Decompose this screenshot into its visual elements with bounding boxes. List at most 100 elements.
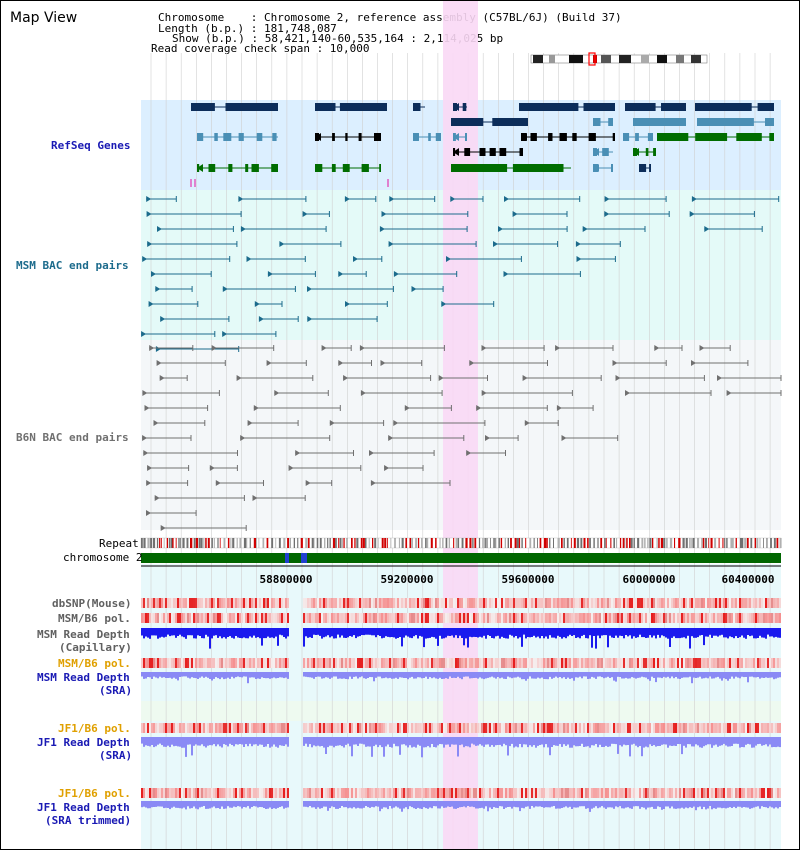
heat-cell (245, 613, 247, 623)
depth-bar (577, 672, 579, 678)
depth-bar (395, 737, 397, 747)
heat-cell (677, 598, 679, 608)
heat-cell (669, 723, 671, 733)
heat-cell (427, 658, 429, 668)
depth-bar (417, 801, 419, 808)
heat-cell (533, 788, 535, 798)
track-label-jf1-depth-trimmed[interactable]: JF1 Read Depth (37, 801, 130, 814)
depth-bar (767, 801, 769, 809)
depth-bar (361, 801, 363, 809)
depth-bar (751, 672, 753, 677)
depth-bar (269, 672, 271, 679)
track-label-msm-b6-pol[interactable]: MSM/B6 pol. (58, 612, 131, 625)
heat-cell (403, 598, 405, 608)
heat-cell (547, 658, 549, 668)
track-label-msm-depth-capillary[interactable]: MSM Read Depth (37, 628, 130, 641)
repeat-element (732, 538, 734, 548)
heat-cell (705, 658, 707, 668)
depth-bar (759, 801, 761, 809)
depth-bar (233, 628, 235, 639)
depth-bar (215, 672, 217, 678)
heat-cell (493, 658, 495, 668)
heat-cell (325, 613, 327, 623)
heat-cell (179, 788, 181, 798)
heat-cell (281, 598, 283, 608)
depth-bar (511, 628, 513, 636)
depth-bar (427, 672, 429, 679)
track-label-jf1-b6-pol[interactable]: JF1/B6 pol. (58, 722, 131, 735)
depth-bar (737, 737, 739, 744)
depth-bar (649, 628, 651, 636)
depth-bar (181, 737, 183, 748)
heat-cell (713, 788, 715, 798)
depth-bar (631, 801, 633, 809)
heat-cell (355, 658, 357, 668)
depth-bar (701, 672, 703, 679)
depth-bar (331, 628, 333, 637)
track-label-msm-bac[interactable]: MSM BAC end pairs (16, 259, 129, 272)
depth-bar (303, 737, 305, 746)
depth-bar (511, 672, 513, 679)
heat-cell (249, 598, 251, 608)
heat-cell (699, 613, 701, 623)
depth-bar (461, 628, 463, 638)
heat-cell (219, 788, 221, 798)
heat-cell (745, 658, 747, 668)
track-label-b6n-bac[interactable]: B6N BAC end pairs (16, 431, 129, 444)
depth-bar (687, 801, 689, 809)
heat-cell (341, 613, 343, 623)
heat-cell (579, 788, 581, 798)
track-label-msm-b6-pol-sra[interactable]: MSM/B6 pol. (58, 657, 131, 670)
track-label-chromosome[interactable]: chromosome 2 (63, 551, 143, 564)
depth-bar (359, 801, 361, 809)
track-label-dbsnp[interactable]: dbSNP(Mouse) (52, 597, 132, 610)
heat-cell (529, 788, 531, 798)
depth-bar (411, 628, 413, 639)
heat-cell (645, 613, 647, 623)
heat-cell (453, 723, 455, 733)
heat-cell (411, 788, 413, 798)
track-label-jf1-b6-pol-trimmed[interactable]: JF1/B6 pol. (58, 787, 131, 800)
depth-bar (391, 737, 393, 748)
depth-bar (495, 801, 497, 808)
heat-cell (545, 723, 547, 733)
heat-cell (657, 613, 659, 623)
track-label-repeat[interactable]: Repeat (99, 537, 139, 550)
heat-cell (399, 723, 401, 733)
depth-bar (711, 737, 713, 748)
depth-bar (595, 737, 597, 744)
depth-bar (151, 672, 153, 679)
heat-cell (445, 788, 447, 798)
heat-cell (429, 598, 431, 608)
depth-bar (283, 672, 285, 679)
track-label-refseq-genes[interactable]: RefSeq Genes (51, 139, 131, 152)
heat-cell (765, 598, 767, 608)
depth-bar (651, 801, 653, 807)
depth-bar (347, 737, 349, 744)
depth-bar (553, 737, 555, 746)
heat-cell (263, 658, 265, 668)
heat-cell (413, 598, 415, 608)
bac-end-marker (295, 450, 301, 456)
gene-exon (583, 103, 615, 111)
repeat-element (529, 538, 532, 548)
heat-cell (285, 613, 287, 623)
bac-end-marker (469, 360, 475, 366)
heat-cell (721, 658, 723, 668)
depth-bar (429, 672, 431, 678)
heat-cell (625, 788, 627, 798)
heat-cell (493, 788, 495, 798)
depth-bar (769, 628, 771, 637)
repeat-element (343, 538, 345, 548)
depth-bar (665, 672, 667, 678)
depth-bar (401, 801, 403, 812)
track-label-msm-depth-sra[interactable]: MSM Read Depth (37, 671, 130, 684)
depth-bar (411, 737, 413, 748)
depth-bar (477, 672, 479, 679)
heat-cell (435, 788, 437, 798)
repeat-element (701, 538, 703, 548)
heat-cell (475, 598, 477, 608)
track-label-jf1-depth[interactable]: JF1 Read Depth (37, 736, 130, 749)
depth-bar (489, 801, 491, 808)
